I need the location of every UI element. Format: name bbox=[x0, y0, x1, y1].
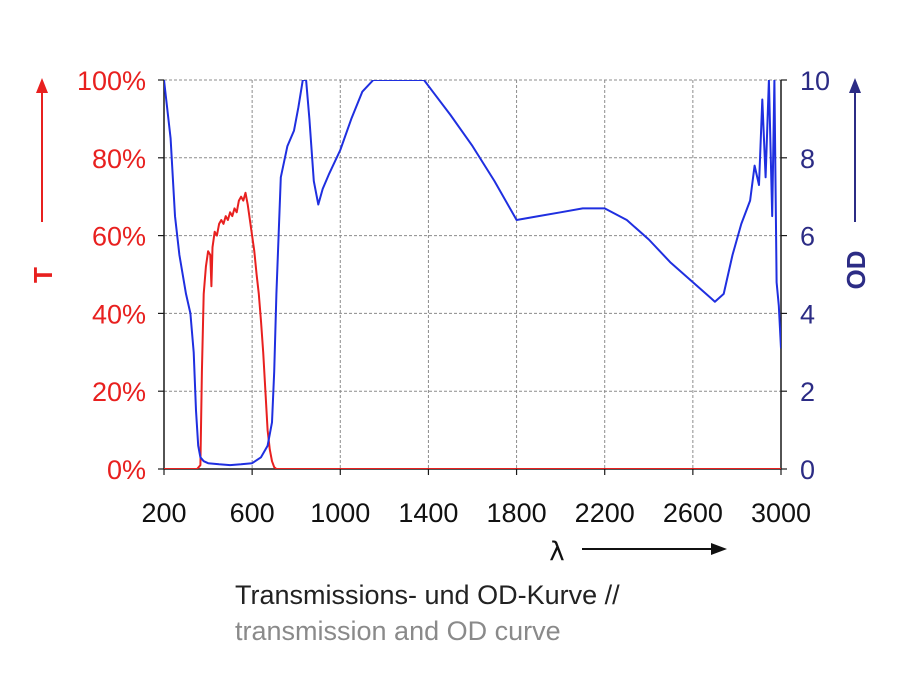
y-left-tick-label: 60% bbox=[92, 222, 146, 252]
x-tick-label: 600 bbox=[230, 498, 275, 528]
x-tick-label: 200 bbox=[141, 498, 186, 528]
x-tick-label: 1800 bbox=[487, 498, 547, 528]
series-layer bbox=[164, 80, 781, 469]
y-left-axis-label: T bbox=[28, 267, 58, 283]
od-curve bbox=[164, 80, 781, 467]
y-right-tick-label: 6 bbox=[800, 222, 815, 252]
x-tick-label: 2200 bbox=[575, 498, 635, 528]
y-left-tick-label: 100% bbox=[77, 66, 146, 96]
grid bbox=[164, 79, 781, 469]
y-right-tick-label: 10 bbox=[800, 66, 830, 96]
x-axis-label: λ bbox=[549, 537, 564, 567]
y-left-tick-label: 20% bbox=[92, 377, 146, 407]
y-left-tick-label: 40% bbox=[92, 299, 146, 329]
caption-english: transmission and OD curve bbox=[235, 616, 561, 646]
labels: 200 600 1000 1400 1800 2200 2600 30000%20%40%60… bbox=[28, 66, 871, 567]
transmission-curve bbox=[164, 191, 781, 469]
y-right-tick-label: 4 bbox=[800, 299, 815, 329]
y-right-tick-label: 0 bbox=[800, 455, 815, 485]
y-right-arrow-head bbox=[849, 78, 861, 93]
y-left-tick-label: 0% bbox=[107, 455, 146, 485]
chart: 200 600 1000 1400 1800 2200 2600 30000%20%40%60… bbox=[28, 66, 871, 567]
y-right-axis-label: OD bbox=[841, 251, 871, 290]
y-left-tick-label: 80% bbox=[92, 144, 146, 174]
caption-german: Transmissions- und OD-Kurve // bbox=[235, 580, 620, 610]
x-arrow-head bbox=[711, 543, 727, 555]
x-tick-label: 1400 bbox=[398, 498, 458, 528]
x-tick-label: 2600 bbox=[663, 498, 723, 528]
y-right-tick-label: 2 bbox=[800, 377, 815, 407]
y-left-arrow-head bbox=[36, 78, 48, 93]
x-tick-label: 3000 bbox=[751, 498, 811, 528]
x-tick-label: 1000 bbox=[310, 498, 370, 528]
y-right-tick-label: 8 bbox=[800, 144, 815, 174]
